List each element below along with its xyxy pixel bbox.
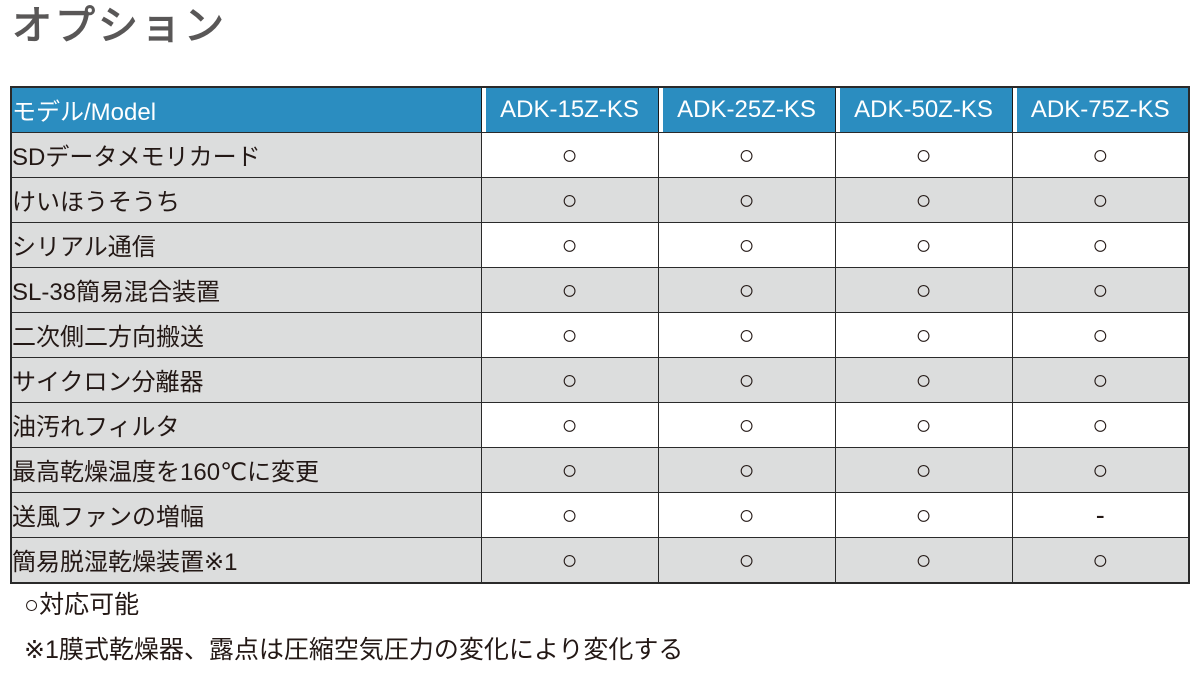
availability-mark: ○	[657, 401, 836, 448]
availability-mark: ○	[1011, 131, 1190, 178]
availability-mark: ○	[834, 176, 1013, 223]
row-label: 油汚れフィルタ	[10, 401, 482, 448]
not-available-mark: -	[1011, 491, 1190, 538]
row-label: SDデータメモリカード	[10, 131, 482, 178]
table-row: サイクロン分離器 ○ ○ ○ ○	[10, 356, 1190, 403]
availability-mark: ○	[480, 446, 659, 493]
availability-mark: ○	[1011, 221, 1190, 268]
note-asterisk-1: ※1膜式乾燥器、露点は圧縮空気圧力の変化により変化する	[24, 636, 684, 664]
availability-mark: ○	[834, 491, 1013, 538]
column-header-model: モデル/Model	[11, 87, 481, 133]
availability-mark: ○	[1011, 356, 1190, 403]
table-row: 二次側二方向搬送 ○ ○ ○ ○	[10, 311, 1190, 358]
note-available-legend: ○対応可能	[24, 591, 140, 619]
availability-mark: ○	[480, 131, 659, 178]
availability-mark: ○	[834, 221, 1013, 268]
footnotes: ○対応可能 ※1膜式乾燥器、露点は圧縮空気圧力の変化により変化する	[24, 589, 683, 666]
availability-mark: ○	[1011, 266, 1190, 313]
row-label: サイクロン分離器	[10, 356, 482, 403]
row-label: 簡易脱湿乾燥装置※1	[10, 536, 482, 583]
availability-mark: ○	[480, 536, 659, 583]
column-header-adk-15z-ks: ADK-15Z-KS	[480, 87, 658, 133]
availability-mark: ○	[834, 446, 1013, 493]
availability-mark: ○	[834, 401, 1013, 448]
table-row: SL-38簡易混合装置 ○ ○ ○ ○	[10, 266, 1190, 313]
availability-mark: ○	[657, 536, 836, 583]
row-label: シリアル通信	[10, 221, 482, 268]
availability-mark: ○	[657, 131, 836, 178]
row-label: 送風ファンの増幅	[10, 491, 482, 538]
availability-mark: ○	[1011, 176, 1190, 223]
availability-mark: ○	[657, 221, 836, 268]
table-row: 簡易脱湿乾燥装置※1 ○ ○ ○ ○	[10, 536, 1190, 583]
availability-mark: ○	[834, 356, 1013, 403]
row-label: SL-38簡易混合装置	[10, 266, 482, 313]
row-label: けいほうそうち	[10, 176, 482, 223]
page-title: オプション	[12, 4, 227, 48]
availability-mark: ○	[1011, 536, 1190, 583]
availability-mark: ○	[480, 401, 659, 448]
availability-mark: ○	[657, 491, 836, 538]
availability-mark: ○	[834, 266, 1013, 313]
availability-mark: ○	[834, 536, 1013, 583]
availability-mark: ○	[834, 311, 1013, 358]
availability-mark: ○	[1011, 311, 1190, 358]
table-row: 最高乾燥温度を160℃に変更 ○ ○ ○ ○	[10, 446, 1190, 493]
availability-mark: ○	[1011, 401, 1190, 448]
table-row: けいほうそうち ○ ○ ○ ○	[10, 176, 1190, 223]
availability-mark: ○	[657, 266, 836, 313]
availability-mark: ○	[657, 176, 836, 223]
table-header-row: モデル/Model ADK-15Z-KS ADK-25Z-KS ADK-50Z-KS A…	[11, 87, 1189, 133]
row-label: 最高乾燥温度を160℃に変更	[10, 446, 482, 493]
options-table: モデル/Model ADK-15Z-KS ADK-25Z-KS ADK-50Z-KS A…	[10, 86, 1190, 584]
availability-mark: ○	[657, 311, 836, 358]
availability-mark: ○	[657, 356, 836, 403]
availability-mark: ○	[480, 221, 659, 268]
availability-mark: ○	[480, 266, 659, 313]
availability-mark: ○	[480, 311, 659, 358]
availability-mark: ○	[834, 131, 1013, 178]
availability-mark: ○	[480, 176, 659, 223]
availability-mark: ○	[657, 446, 836, 493]
availability-mark: ○	[480, 491, 659, 538]
column-header-adk-50z-ks: ADK-50Z-KS	[834, 87, 1012, 133]
table-row: SDデータメモリカード ○ ○ ○ ○	[10, 131, 1190, 178]
table-row: シリアル通信 ○ ○ ○ ○	[10, 221, 1190, 268]
column-header-adk-75z-ks: ADK-75Z-KS	[1011, 87, 1189, 133]
column-header-adk-25z-ks: ADK-25Z-KS	[657, 87, 835, 133]
availability-mark: ○	[1011, 446, 1190, 493]
table-row: 送風ファンの増幅 ○ ○ ○ -	[10, 491, 1190, 538]
table-row: 油汚れフィルタ ○ ○ ○ ○	[10, 401, 1190, 448]
row-label: 二次側二方向搬送	[10, 311, 482, 358]
availability-mark: ○	[480, 356, 659, 403]
